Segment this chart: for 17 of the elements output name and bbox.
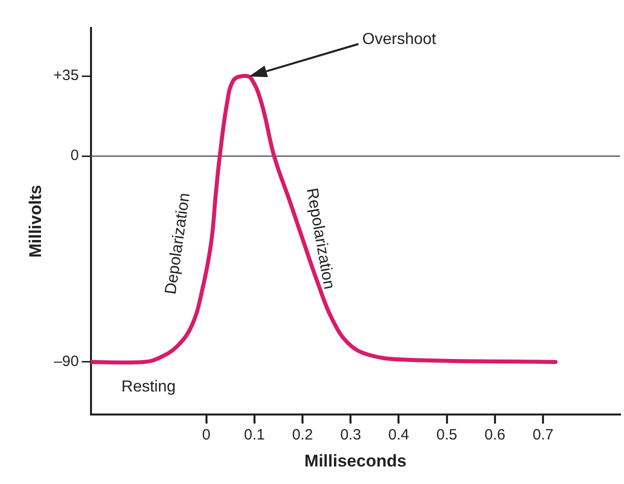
x-tick-label: 0.7 bbox=[532, 426, 554, 444]
x-tick-label: 0.2 bbox=[292, 426, 313, 444]
y-axis-title: Millivolts bbox=[26, 184, 45, 258]
y-tick-label: +35 bbox=[53, 67, 79, 84]
annotation: Resting bbox=[121, 378, 176, 396]
x-tick-label: 0 bbox=[202, 426, 210, 444]
annotation: Repolarization bbox=[302, 186, 338, 291]
x-tick-label: 0.1 bbox=[244, 426, 265, 444]
annotation: Overshoot bbox=[362, 31, 437, 48]
x-tick-label: 0.3 bbox=[340, 426, 362, 444]
y-tick-label: –90 bbox=[54, 353, 79, 370]
x-tick-label: 0.6 bbox=[484, 426, 506, 444]
x-axis-title: Milliseconds bbox=[304, 451, 406, 470]
annotation: Depolarization bbox=[162, 192, 194, 296]
y-tick-label: 0 bbox=[70, 147, 79, 164]
x-tick-label: 0.5 bbox=[436, 426, 458, 444]
x-tick-label: 0.4 bbox=[388, 426, 410, 444]
